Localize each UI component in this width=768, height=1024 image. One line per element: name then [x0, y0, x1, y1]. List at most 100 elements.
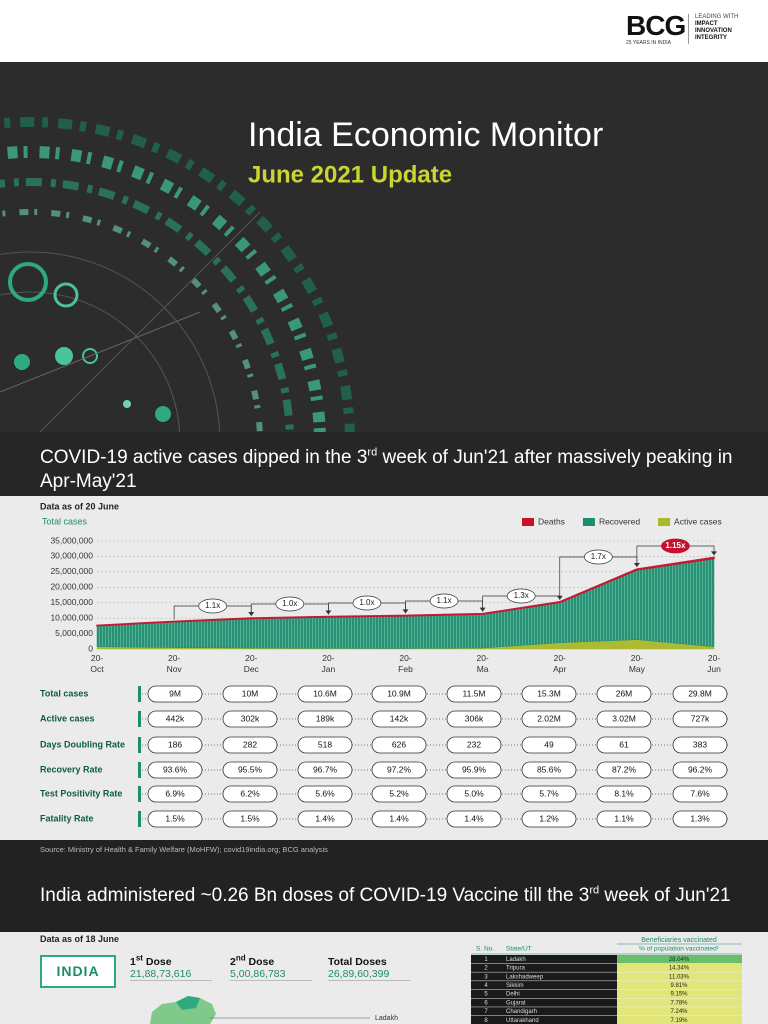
cell-value: 1.5%	[165, 813, 185, 823]
hero: India Economic Monitor June 2021 Update	[0, 62, 768, 432]
group-header: Beneficiaries vaccinated	[641, 937, 717, 944]
row-marker	[138, 786, 141, 802]
column-header: State/UT	[506, 946, 532, 953]
row-bg	[471, 998, 617, 1007]
cell-oval	[596, 710, 652, 728]
cell-value: 95.9%	[462, 764, 487, 774]
cell-value: 8.1%	[614, 788, 634, 798]
annotation-bubble	[275, 596, 305, 612]
cell-value: 10.9M	[387, 688, 411, 698]
map-region	[150, 996, 216, 1024]
annotation-label: 1.0x	[359, 598, 374, 607]
cell-oval	[222, 710, 278, 728]
row-label: Recovery Rate	[40, 764, 103, 774]
legend-label: Active cases	[674, 516, 722, 526]
cell-value: 442k	[166, 713, 185, 723]
annotation-label: 1.3x	[514, 591, 529, 600]
heading-part: week of Jun'21 after massively peaking i…	[40, 447, 733, 492]
cell-value: 306k	[465, 713, 484, 723]
y-tick-label: 25,000,000	[50, 566, 93, 576]
row-value-bg	[617, 1007, 742, 1016]
row-value-bg	[617, 981, 742, 990]
row-cell: 9.15%	[670, 992, 688, 998]
column-header: % of population vaccinated¹	[639, 946, 720, 953]
section-heading: India administered ~0.26 Bn doses of COV…	[40, 884, 750, 908]
logo: BCG	[626, 10, 686, 41]
dose-value: 21,88,73,616	[130, 968, 212, 981]
cell-oval	[672, 710, 728, 728]
annotation-bubble	[352, 595, 382, 611]
cell-value: 5.0%	[464, 788, 484, 798]
cell-oval	[596, 785, 652, 803]
cell-oval	[596, 685, 652, 703]
row-label: Test Positivity Rate	[40, 788, 122, 798]
cell-oval	[672, 685, 728, 703]
section-heading: COVID-19 active cases dipped in the 3rd …	[40, 446, 740, 494]
row-cell: Gujarat	[506, 1000, 526, 1006]
annotation-label: 1.7x	[591, 552, 606, 561]
row-cell: 14.34%	[669, 966, 690, 972]
cell-oval	[371, 810, 427, 828]
data-note: Data as of 18 June	[40, 934, 120, 944]
cell-oval	[596, 761, 652, 779]
dose-label-part: Dose	[142, 956, 172, 968]
cell-oval	[222, 810, 278, 828]
row-value-bg	[617, 998, 742, 1007]
cell-value: 1.3%	[690, 813, 710, 823]
dose-value: 5,00,86,783	[230, 968, 312, 981]
heading-part: rd	[589, 884, 600, 897]
row-cell: 1	[484, 957, 488, 963]
cell-value: 189k	[316, 713, 335, 723]
annotation-bubble	[506, 588, 536, 604]
heading-part: India administered ~0.26 Bn doses of COV…	[40, 885, 590, 906]
row-value-bg	[617, 955, 742, 964]
legend-swatch	[658, 518, 671, 526]
row-cell: 4	[484, 983, 488, 989]
y-axis-label: Total cases	[42, 516, 88, 526]
x-tick-prefix: 20-	[708, 653, 720, 663]
x-tick-month: Feb	[398, 664, 413, 674]
cell-oval	[147, 810, 203, 828]
cell-value: 10M	[242, 688, 259, 698]
cell-oval	[672, 785, 728, 803]
cell-oval	[297, 761, 353, 779]
cell-oval	[446, 685, 502, 703]
dose-label-part: st	[135, 953, 143, 963]
dose: Total Doses 26,89,60,399	[328, 956, 418, 981]
dose: 1st Dose 21,88,73,616	[130, 953, 220, 981]
x-tick-label: 20-Jan	[322, 653, 336, 674]
cell-oval	[446, 736, 502, 754]
cell-oval	[222, 785, 278, 803]
x-tick-prefix: 20-	[168, 653, 180, 663]
pillar: INNOVATION	[695, 28, 732, 34]
cell-oval	[371, 710, 427, 728]
row-value-bg	[617, 1015, 742, 1024]
cell-value: 85.6%	[537, 764, 562, 774]
x-tick-label: 20-Nov	[167, 653, 183, 674]
row-value-bg	[617, 972, 742, 981]
row-label: Total cases	[40, 688, 88, 698]
column-header: S. No.	[476, 946, 494, 953]
dose: 2nd Dose 5,00,86,783	[230, 954, 320, 981]
cell-oval	[297, 810, 353, 828]
area	[96, 556, 715, 627]
row-marker	[138, 762, 141, 778]
cell-value: 87.2%	[612, 764, 637, 774]
row-cell: 11.03%	[669, 974, 690, 980]
x-tick-label: 20-Apr	[553, 653, 566, 674]
cell-oval	[147, 736, 203, 754]
row-cell: 7.24%	[670, 1009, 688, 1015]
cell-value: 1.5%	[240, 813, 260, 823]
row-cell: 7.19%	[670, 1018, 688, 1024]
x-tick-month: May	[629, 664, 646, 674]
cell-value: 93.6%	[163, 764, 188, 774]
cell-value: 383	[693, 739, 707, 749]
cell-oval	[596, 810, 652, 828]
row-cell: Sikkim	[506, 983, 524, 989]
pillars: IMPACT INNOVATION INTEGRITY	[695, 21, 732, 42]
row-cell: Uttarakhand	[506, 1018, 539, 1024]
cell-oval	[222, 736, 278, 754]
cell-value: 186	[168, 739, 182, 749]
chart-panel	[0, 496, 768, 840]
